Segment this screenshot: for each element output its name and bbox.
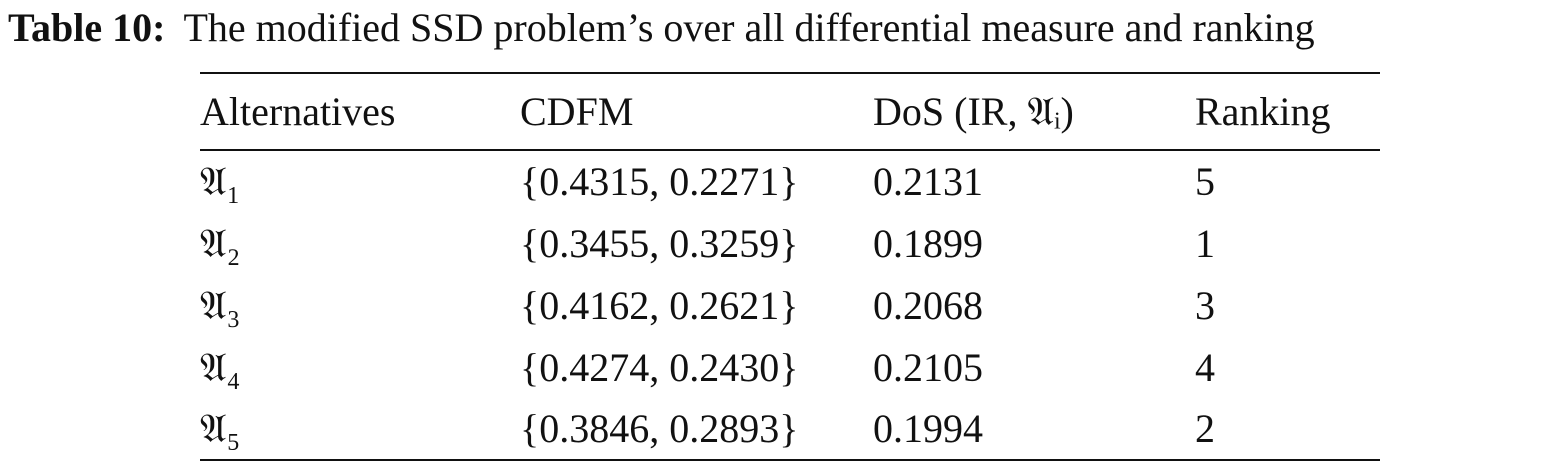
table-cell: {0.3846, 0.2893} [520,406,799,451]
table-row: 𝔄₂ {0.3455, 0.3259} 0.1899 1 [200,212,1380,274]
header-cell: Alternatives [200,89,396,134]
table-row: 𝔄₅ {0.3846, 0.2893} 0.1994 2 [200,398,1380,460]
table-body: 𝔄₁ {0.4315, 0.2271} 0.2131 5 𝔄₂ {0.3455, 0.32… [200,150,1380,460]
header-cell: CDFM [520,89,634,134]
caption-text: The modified SSD problem’s over all diff… [183,5,1315,50]
table-cell: 𝔄₄ [200,344,241,390]
table-cell: 0.2105 [873,344,983,390]
header-cell: Ranking [1195,89,1331,134]
table-cell: 𝔄₃ [200,282,241,328]
table-row: 𝔄₄ {0.4274, 0.2430} 0.2105 4 [200,336,1380,398]
table-cell: {0.3455, 0.3259} [520,220,799,266]
table-header: Alternatives CDFM DoS (IR, 𝔄ᵢ) Ranking [200,73,1380,150]
header-cell: DoS (IR, 𝔄ᵢ) [873,89,1074,134]
table-cell: 0.2131 [873,159,983,204]
table-cell: 4 [1195,344,1215,390]
caption-label: Table 10: [8,5,166,50]
header-row: Alternatives CDFM DoS (IR, 𝔄ᵢ) Ranking [200,73,1380,150]
table-cell: 𝔄₅ [200,406,241,451]
table-cell: 𝔄₁ [200,159,241,204]
table-cell: 2 [1195,406,1215,451]
table-cell: 𝔄₂ [200,220,241,266]
table-row: 𝔄₃ {0.4162, 0.2621} 0.2068 3 [200,274,1380,336]
table-cell: 5 [1195,159,1215,204]
table-row: 𝔄₁ {0.4315, 0.2271} 0.2131 5 [200,150,1380,212]
table-cell: {0.4274, 0.2430} [520,344,799,390]
table-cell: {0.4315, 0.2271} [520,159,799,204]
table-cell: 3 [1195,282,1215,328]
table-cell: 0.1899 [873,220,983,266]
table: Alternatives CDFM DoS (IR, 𝔄ᵢ) Ranking 𝔄₁ {0… [200,72,1380,461]
table-cell: {0.4162, 0.2621} [520,282,799,328]
table-cell: 0.2068 [873,282,983,328]
caption: Table 10: The modified SSD problem’s over… [8,4,1315,51]
table-cell: 0.1994 [873,406,983,451]
table-cell: 1 [1195,220,1215,266]
